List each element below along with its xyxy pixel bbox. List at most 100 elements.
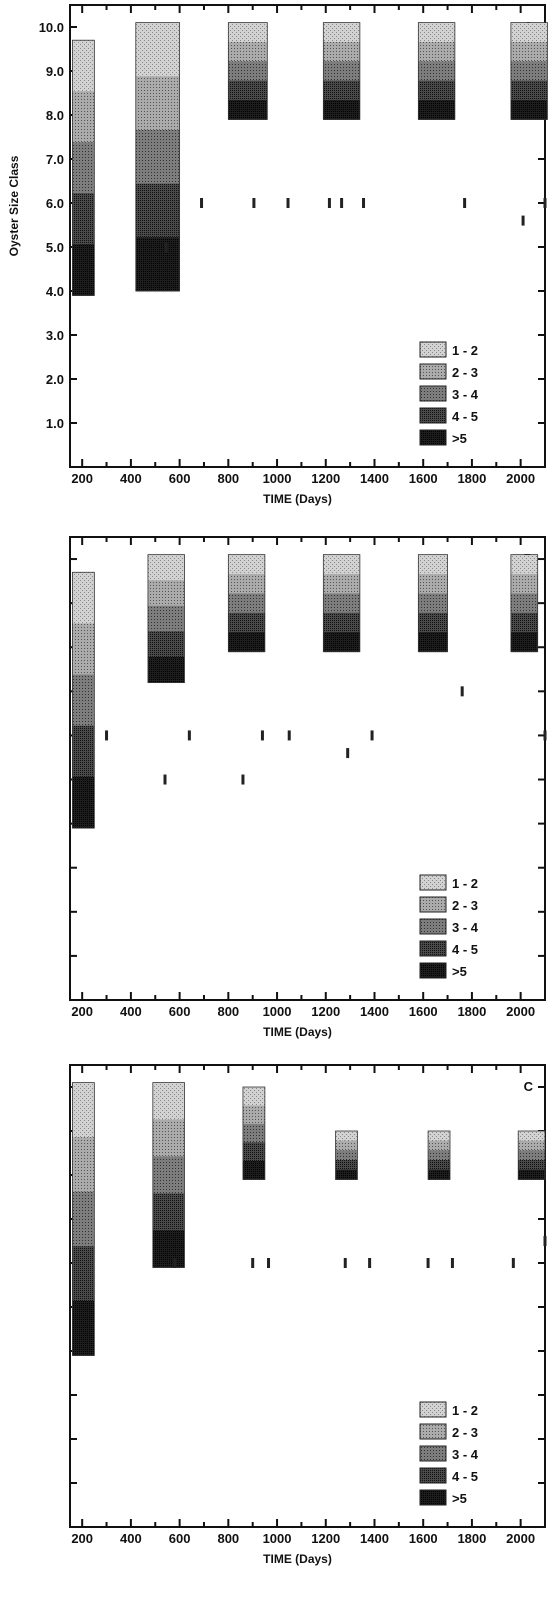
x-tick-label: 800 (217, 1004, 239, 1019)
size-band-1 (335, 1131, 358, 1142)
legend-swatch (419, 874, 447, 891)
size-band-2 (242, 1105, 265, 1125)
isolated-mark (370, 730, 374, 741)
legend-label: 1 - 2 (452, 1403, 478, 1418)
panel-letter: C (524, 1079, 534, 1094)
block-outline (72, 1082, 95, 1356)
x-tick-label: 1400 (360, 471, 389, 486)
isolated-mark (105, 730, 109, 741)
size-band-4 (72, 725, 95, 778)
size-band-3 (72, 674, 95, 727)
legend-label: 4 - 5 (452, 942, 478, 957)
x-tick-label: 1800 (457, 1004, 486, 1019)
size-band-4 (510, 80, 548, 101)
block-outline (72, 571, 95, 829)
plot-frame (69, 1064, 546, 1528)
size-band-5 (135, 237, 180, 292)
size-band-3 (242, 1123, 265, 1143)
size-band-5 (335, 1169, 358, 1180)
y-tick-label: 4.0 (46, 284, 64, 299)
isolated-mark (521, 215, 525, 226)
legend-label: 2 - 3 (452, 1425, 478, 1440)
cohort-block (227, 22, 268, 120)
legend: 1 - 2 2 - 3 3 - 4 4 - 5 >5 (419, 1401, 479, 1506)
x-axis-title: TIME (Days) (263, 1552, 332, 1566)
block-outline (152, 1082, 185, 1268)
legend-swatch (419, 962, 447, 979)
y-tick-label: 6.0 (46, 196, 64, 211)
isolated-mark (543, 730, 547, 741)
y-axis-title: Oyster Size Class (7, 155, 21, 256)
size-band-4 (323, 80, 360, 101)
size-band-1 (72, 40, 95, 92)
size-band-2 (428, 1140, 450, 1151)
size-band-1 (428, 1131, 450, 1142)
isolated-mark (173, 1258, 177, 1268)
x-tick-label: 200 (71, 471, 93, 486)
size-band-4 (135, 183, 180, 238)
plot-frame (69, 4, 546, 468)
size-band-1 (72, 572, 95, 624)
size-band-2 (418, 574, 448, 594)
block-outline (335, 1130, 358, 1180)
legend-swatch (419, 1467, 447, 1484)
x-tick-label: 1800 (457, 471, 486, 486)
x-tick-label: 600 (169, 471, 191, 486)
size-band-2 (323, 574, 360, 594)
block-outline (517, 1130, 546, 1180)
size-band-4 (418, 612, 448, 633)
size-band-4 (510, 612, 538, 633)
size-band-4 (152, 1193, 185, 1231)
block-outline (135, 22, 181, 292)
isolated-mark (340, 198, 344, 208)
size-band-3 (72, 1191, 95, 1247)
size-band-5 (418, 632, 448, 653)
cohort-block (152, 1082, 185, 1268)
x-tick-label: 200 (71, 1531, 93, 1546)
size-band-5 (418, 100, 455, 120)
x-tick-label: 400 (120, 471, 142, 486)
x-tick-label: 1000 (263, 1004, 292, 1019)
size-band-3 (228, 593, 265, 614)
y-tick-label: 1.0 (46, 416, 64, 431)
x-tick-label: 1800 (457, 1531, 486, 1546)
isolated-mark (251, 1258, 255, 1268)
isolated-mark (286, 198, 290, 208)
x-tick-label: 600 (169, 1531, 191, 1546)
size-band-1 (323, 554, 360, 575)
block-outline (242, 1086, 266, 1180)
isolated-mark (543, 198, 547, 208)
size-band-5 (228, 100, 268, 120)
size-band-3 (418, 593, 448, 614)
size-band-1 (72, 1082, 95, 1138)
size-band-4 (428, 1160, 450, 1171)
size-band-1 (228, 22, 268, 43)
size-band-1 (242, 1087, 265, 1106)
panel-b: 200 400 600 800 1000 1200 1400 1600 1800 2000 TIME… (69, 536, 547, 1039)
panel-c: 200 400 600 800 1000 1200 1400 1600 1800 2000 TIME… (69, 1064, 547, 1566)
size-band-1 (510, 554, 538, 575)
legend-swatch (419, 918, 447, 935)
plot-frame (69, 536, 546, 1001)
isolated-mark (163, 774, 167, 785)
x-tick-label: 1600 (409, 1004, 438, 1019)
size-band-4 (335, 1160, 358, 1171)
x-tick-label: 1600 (409, 471, 438, 486)
x-tick-label: 600 (169, 1004, 191, 1019)
legend-label: >5 (452, 431, 467, 446)
size-band-5 (428, 1169, 450, 1180)
x-axis-title: TIME (Days) (263, 492, 332, 506)
isolated-mark (368, 1258, 372, 1268)
x-tick-label: 1400 (360, 1531, 389, 1546)
size-band-2 (518, 1140, 545, 1151)
size-band-3 (72, 142, 95, 194)
x-tick-label: 1000 (263, 1531, 292, 1546)
x-axis-title: TIME (Days) (263, 1025, 332, 1039)
size-band-1 (228, 554, 265, 575)
size-band-2 (228, 41, 268, 62)
x-tick-label: 2000 (506, 1004, 535, 1019)
isolated-mark (343, 1258, 347, 1268)
y-tick-label: 7.0 (46, 152, 64, 167)
y-tick-label: 10.0 (39, 20, 64, 35)
